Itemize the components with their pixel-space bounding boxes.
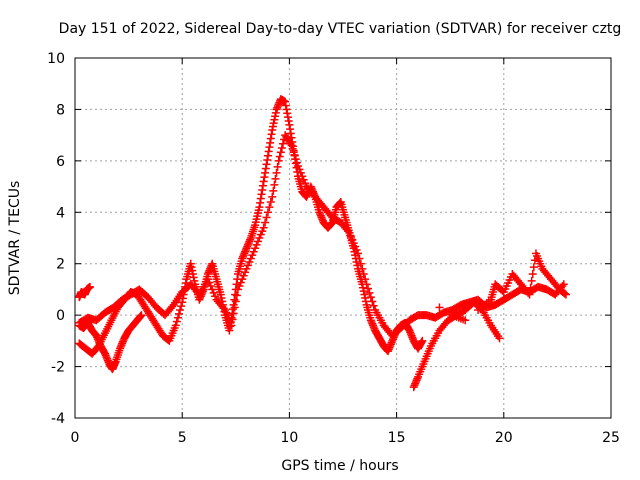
data-point	[362, 280, 378, 310]
data-point	[255, 181, 267, 212]
data-point	[268, 108, 280, 134]
data-point	[302, 182, 318, 200]
data-point	[328, 213, 344, 226]
data-point	[86, 282, 95, 291]
data-point	[212, 295, 228, 313]
data-point	[371, 306, 387, 327]
data-point	[336, 218, 353, 236]
data-point	[251, 227, 267, 253]
data-point	[561, 290, 570, 299]
data-point	[208, 259, 220, 281]
data-point	[161, 302, 177, 320]
x-tick-label-3: 15	[388, 430, 406, 446]
data-point	[251, 206, 263, 230]
data-point	[559, 280, 568, 289]
y-tick-label-4: 4	[56, 205, 65, 221]
y-tick-label-5: 6	[56, 154, 65, 170]
data-point	[287, 141, 301, 167]
y-tick-label-3: 2	[56, 257, 65, 273]
x-tick-label-1: 5	[178, 430, 187, 446]
data-point	[555, 285, 569, 298]
data-point	[242, 235, 255, 253]
data-point	[525, 256, 539, 299]
data-point	[101, 304, 117, 317]
data-point	[83, 313, 100, 324]
data-point	[135, 285, 151, 300]
data-point	[426, 329, 443, 350]
data-point	[238, 246, 250, 263]
data-points	[75, 95, 570, 392]
y-tick-label-7: 10	[47, 51, 65, 67]
data-point	[435, 303, 444, 312]
data-point	[362, 300, 375, 322]
chart-title: Day 151 of 2022, Sidereal Day-to-day VTE…	[59, 21, 622, 37]
data-point	[418, 336, 427, 345]
data-point	[133, 290, 147, 308]
x-tick-label-0: 0	[71, 430, 80, 446]
x-tick-label-2: 10	[280, 430, 298, 446]
data-point	[263, 130, 276, 160]
data-point	[259, 198, 275, 232]
grid-lines	[75, 58, 611, 418]
data-point	[538, 264, 554, 282]
y-tick-label-1: -2	[51, 360, 65, 376]
data-point	[88, 343, 102, 358]
x-tick-label-5: 25	[602, 430, 620, 446]
data-point	[171, 302, 186, 330]
data-point	[242, 247, 258, 273]
data-point	[293, 162, 310, 188]
x-tick-label-4: 20	[495, 430, 513, 446]
axis-ticks	[74, 57, 612, 419]
data-point	[319, 203, 335, 220]
data-point	[233, 257, 246, 278]
data-point	[516, 280, 533, 297]
data-point	[354, 249, 370, 284]
data-point	[137, 311, 146, 320]
y-tick-label-0: -4	[51, 411, 65, 427]
data-point	[534, 282, 550, 293]
data-point	[146, 311, 160, 328]
data-point	[233, 268, 250, 294]
data-point	[420, 344, 434, 366]
data-point	[182, 262, 195, 284]
plot-frame	[74, 57, 612, 419]
data-point	[101, 318, 115, 338]
data-point	[152, 321, 166, 338]
data-point	[109, 297, 125, 312]
data-point	[139, 300, 153, 318]
data-point	[281, 131, 295, 148]
x-tick-labels: 0 5 10 15 20 25	[71, 430, 620, 446]
data-point	[221, 306, 235, 327]
data-point	[281, 97, 293, 125]
data-point	[311, 192, 327, 210]
data-point	[107, 305, 121, 325]
data-point	[227, 291, 241, 330]
data-point	[345, 228, 361, 254]
y-axis-label: SDTVAR / TECUs	[7, 181, 23, 296]
data-point	[133, 312, 145, 325]
data-point	[478, 306, 494, 327]
data-point	[486, 321, 503, 341]
data-point	[195, 277, 211, 299]
data-point	[203, 275, 220, 301]
data-point	[495, 334, 504, 343]
data-point	[165, 324, 179, 345]
y-tick-label-6: 8	[56, 102, 65, 118]
data-point	[143, 293, 160, 310]
data-point	[186, 280, 202, 297]
data-point	[272, 96, 285, 114]
data-point	[461, 316, 470, 325]
data-point	[259, 156, 272, 186]
data-point	[101, 349, 113, 367]
x-axis-label: GPS time / hours	[281, 458, 398, 474]
y-tick-labels: -4 -2 0 2 4 6 8 10	[47, 51, 65, 427]
data-point	[268, 162, 282, 201]
y-tick-label-2: 0	[56, 308, 65, 324]
